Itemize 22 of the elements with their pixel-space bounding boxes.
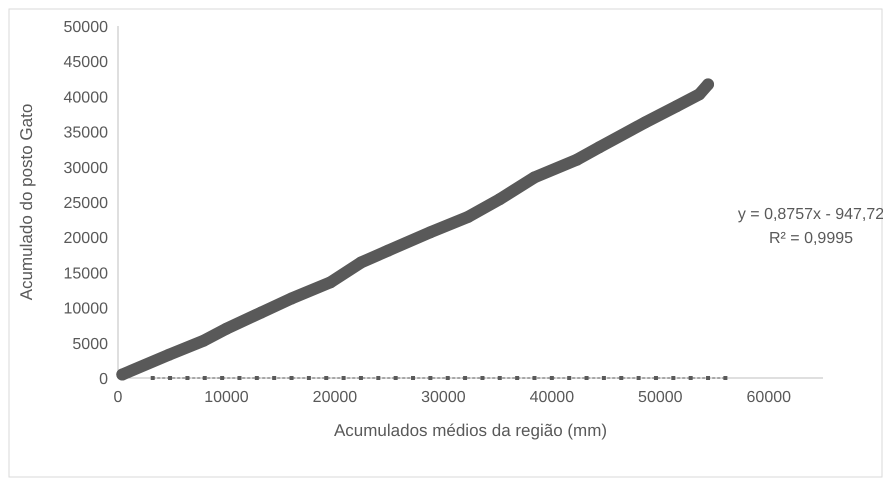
y-tick-label: 30000 <box>64 160 108 177</box>
x-tick-label: 30000 <box>421 389 466 406</box>
y-tick-label: 10000 <box>64 300 108 318</box>
y-tick-label: 35000 <box>64 124 108 142</box>
x-tick-label: 60000 <box>746 389 792 406</box>
y-tick-label: 50000 <box>64 19 108 36</box>
y-axis-title: Acumulado do posto Gato <box>17 104 36 300</box>
x-tick-label: 0 <box>114 389 123 406</box>
y-tick-label: 5000 <box>72 336 108 353</box>
y-tick-label: 45000 <box>64 54 108 72</box>
y-tick-label: 25000 <box>64 195 108 212</box>
x-tick-label: 20000 <box>312 389 358 406</box>
x-tick-label: 10000 <box>204 389 249 406</box>
x-tick-label: 40000 <box>530 389 574 406</box>
y-tick-label: 0 <box>99 371 108 388</box>
x-axis-title: Acumulados médios da região (mm) <box>334 421 608 440</box>
y-tick-label: 40000 <box>64 89 108 106</box>
annotation: y = 0,8757x - 947,72 <box>738 206 884 224</box>
y-tick-label: 15000 <box>64 265 108 282</box>
y-tick-label: 20000 <box>64 230 108 248</box>
x-tick-label: 50000 <box>638 389 683 406</box>
annotation: R² = 0,9995 <box>768 230 854 248</box>
